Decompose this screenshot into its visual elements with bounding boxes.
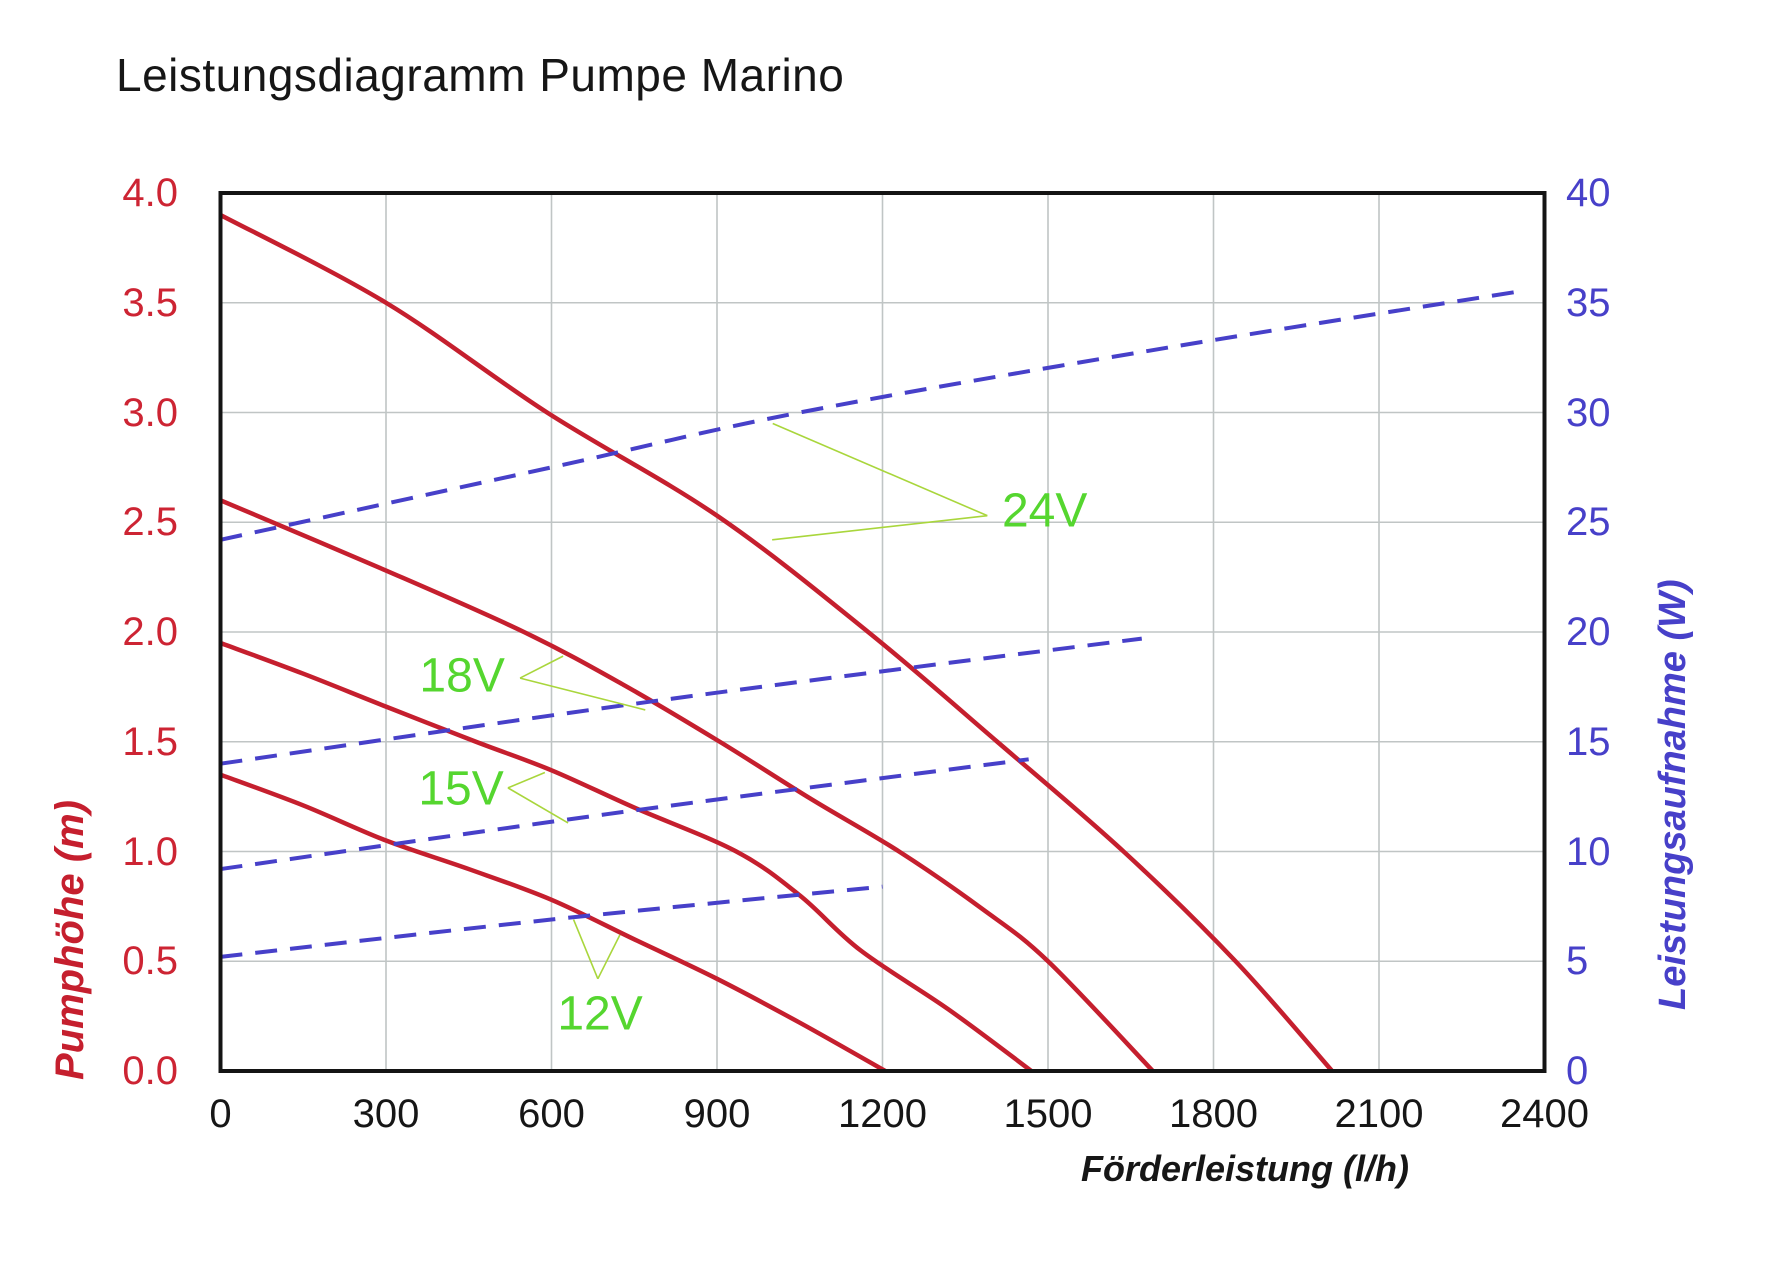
x-tick-1800: 1800 xyxy=(1169,1092,1258,1136)
head-curve-12V xyxy=(219,772,887,1073)
leader-to-power-24V xyxy=(772,422,988,517)
right-tick-30: 30 xyxy=(1566,390,1611,435)
x-tick-300: 300 xyxy=(352,1092,420,1136)
right-tick-10: 10 xyxy=(1566,829,1611,874)
leader-to-head-18V xyxy=(519,655,564,679)
left-tick-4: 4.0 xyxy=(122,171,178,215)
left-tick-0: 0.0 xyxy=(122,1049,178,1093)
voltage-label-12V: 12V xyxy=(557,987,643,1041)
y-right-axis-title: Leistungsaufnahme (W) xyxy=(1652,579,1694,1010)
x-tick-1500: 1500 xyxy=(1003,1092,1093,1136)
x-axis-title: Förderleistung (l/h) xyxy=(1081,1148,1409,1189)
head-curve-18V xyxy=(219,498,1155,1073)
left-tick-2: 2.0 xyxy=(122,610,178,654)
leader-to-power-15V xyxy=(507,787,569,824)
leader-to-head-15V xyxy=(507,771,546,789)
right-tick-15: 15 xyxy=(1566,719,1611,764)
right-tick-0: 0 xyxy=(1566,1049,1589,1093)
x-tick-600: 600 xyxy=(518,1092,585,1136)
right-tick-40: 40 xyxy=(1566,171,1611,215)
right-tick-35: 35 xyxy=(1566,280,1611,325)
x-tick-900: 900 xyxy=(683,1092,751,1136)
power-curve-24V xyxy=(220,289,1518,542)
leader-to-head-12V xyxy=(597,934,621,980)
right-tick-5: 5 xyxy=(1566,939,1589,984)
x-tick-2100: 2100 xyxy=(1334,1092,1424,1136)
x-tick-1200: 1200 xyxy=(838,1092,927,1136)
voltage-label-15V: 15V xyxy=(418,762,504,816)
head-curve-24V xyxy=(219,212,1334,1073)
left-tick-1: 1.0 xyxy=(122,829,178,874)
left-tick-3: 3.0 xyxy=(122,390,178,435)
x-tick-0: 0 xyxy=(209,1092,232,1136)
left-tick-2.5: 2.5 xyxy=(122,500,178,545)
left-tick-3.5: 3.5 xyxy=(122,280,178,325)
chart-title: Leistungsdiagramm Pumpe Marino xyxy=(116,49,845,101)
voltage-label-18V: 18V xyxy=(419,649,505,703)
power-curve-15V xyxy=(220,757,1029,872)
leader-to-power-18V xyxy=(519,677,646,711)
right-tick-20: 20 xyxy=(1566,610,1611,654)
voltage-label-24V: 24V xyxy=(1001,484,1088,538)
x-tick-2400: 2400 xyxy=(1500,1092,1589,1136)
plot-frame xyxy=(218,191,1547,1073)
left-tick-1.5: 1.5 xyxy=(122,719,178,764)
right-tick-25: 25 xyxy=(1566,500,1611,545)
leader-to-head-24V xyxy=(772,514,988,541)
left-tick-0.5: 0.5 xyxy=(122,939,178,984)
power-curve-12V xyxy=(220,884,883,959)
leader-to-power-12V xyxy=(572,919,599,980)
y-left-axis-title: Pumphöhe (m) xyxy=(48,800,92,1080)
power-curve-18V xyxy=(220,636,1143,766)
